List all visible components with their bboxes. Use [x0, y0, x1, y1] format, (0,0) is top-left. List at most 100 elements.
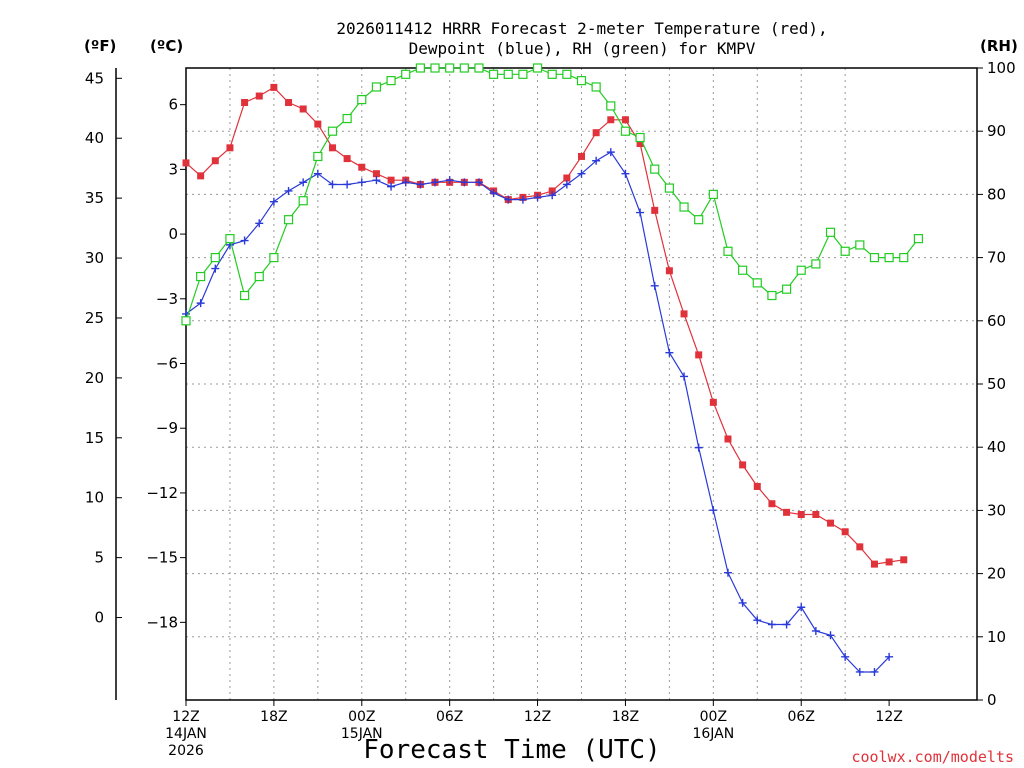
temperature-point — [387, 176, 395, 184]
temperature-point — [241, 99, 249, 107]
dewpoint-point — [460, 178, 469, 187]
dewpoint-point — [621, 169, 630, 178]
dewpoint-point — [650, 281, 659, 290]
x-tick-label: 18Z — [260, 709, 287, 725]
rh-point — [503, 69, 513, 79]
rh-point — [708, 189, 718, 199]
temperature-point — [563, 174, 571, 182]
temperature-point — [328, 144, 336, 152]
rh-point — [445, 63, 455, 73]
dewpoint-point — [723, 568, 732, 577]
dewpoint-point — [328, 180, 337, 189]
dewpoint-point — [797, 603, 806, 612]
celsius-tick-label: −3 — [156, 290, 178, 308]
dewpoint-point — [474, 178, 483, 187]
rh-point — [518, 69, 528, 79]
series-temperature — [182, 83, 908, 568]
dewpoint-point — [401, 178, 410, 187]
temperature-point — [783, 508, 791, 516]
temperature-point — [870, 560, 878, 568]
rh-point — [357, 94, 367, 105]
temperature-point — [680, 310, 688, 318]
dewpoint-point — [738, 598, 747, 607]
x-tick-date: 15JAN — [341, 726, 383, 742]
dewpoint-point — [299, 178, 308, 187]
rh-point — [313, 151, 323, 162]
dewpoint-point — [445, 176, 454, 185]
temperature-point — [299, 105, 307, 113]
rh-point — [225, 234, 235, 244]
dewpoint-point — [431, 178, 440, 187]
source-credit: coolwx.com/modelts — [851, 748, 1014, 766]
rh-point — [811, 259, 821, 269]
rh-point — [547, 69, 557, 79]
dewpoint-point — [416, 180, 425, 189]
x-tick-label: 12Z — [524, 709, 551, 725]
rh-point — [591, 82, 601, 92]
rh-tick-label: 80 — [987, 185, 1006, 203]
rh-point — [239, 290, 250, 301]
temperature-point — [197, 172, 205, 180]
x-tick-year: 2026 — [168, 743, 204, 759]
celsius-tick-label: 3 — [168, 160, 178, 178]
rh-point — [884, 253, 894, 263]
rh-point — [840, 246, 850, 256]
celsius-tick-label: 0 — [168, 225, 178, 243]
rh-point — [606, 101, 616, 111]
temperature-point — [739, 461, 747, 469]
rh-point — [254, 271, 264, 282]
dewpoint-point — [636, 208, 645, 217]
celsius-tick-label: −9 — [156, 419, 178, 437]
x-axis-title: Forecast Time (UTC) — [363, 735, 660, 765]
rh-point — [767, 290, 777, 301]
temperature-point — [885, 558, 893, 566]
rh-point — [459, 63, 469, 73]
temperature-point — [592, 129, 600, 137]
dewpoint-point — [269, 197, 278, 206]
unit-label-fahrenheit: (ºF) — [84, 37, 116, 55]
dewpoint-point — [709, 506, 718, 515]
rh-point — [694, 215, 704, 225]
dewpoint-point — [680, 372, 689, 381]
rh-point — [430, 63, 440, 73]
dewpoint-point — [577, 169, 586, 178]
unit-label-rh: (RH) — [980, 37, 1018, 55]
x-tick-label: 06Z — [436, 709, 463, 725]
rh-point — [650, 164, 660, 174]
dewpoint-point — [562, 180, 571, 189]
temperature-point — [607, 116, 615, 124]
rh-point — [489, 69, 499, 79]
fahrenheit-tick-label: 30 — [85, 249, 104, 267]
dewpoint-point — [841, 652, 850, 661]
dewpoint-point — [753, 616, 762, 625]
rh-tick-label: 0 — [987, 691, 997, 709]
temperature-point — [211, 157, 219, 165]
dewpoint-point — [592, 156, 601, 165]
rh-point — [269, 253, 279, 263]
dewpoint-point — [885, 652, 894, 661]
fahrenheit-tick-label: 35 — [85, 189, 104, 207]
rh-point — [620, 126, 631, 136]
rh-point — [196, 271, 206, 282]
temperature-point — [900, 556, 908, 564]
temperature-point — [226, 144, 234, 152]
celsius-tick-label: −6 — [156, 355, 178, 373]
rh-tick-label: 40 — [987, 438, 1006, 456]
fahrenheit-tick-label: 5 — [94, 549, 104, 567]
rh-point — [327, 126, 338, 136]
temperature-point — [314, 120, 322, 128]
x-tick-label: 12Z — [875, 709, 902, 725]
rh-point — [825, 227, 836, 237]
rh-point — [723, 246, 733, 256]
fahrenheit-tick-label: 20 — [85, 369, 104, 387]
dewpoint-point — [313, 169, 322, 178]
rh-point — [576, 76, 587, 86]
temperature-point — [665, 267, 673, 275]
x-tick-label: 00Z — [700, 709, 727, 725]
fahrenheit-tick-label: 0 — [94, 609, 104, 627]
dewpoint-point — [767, 620, 776, 629]
dewpoint-point — [811, 626, 820, 635]
rh-point — [386, 76, 396, 86]
temperature-point — [856, 543, 864, 551]
dewpoint-point — [255, 219, 264, 228]
